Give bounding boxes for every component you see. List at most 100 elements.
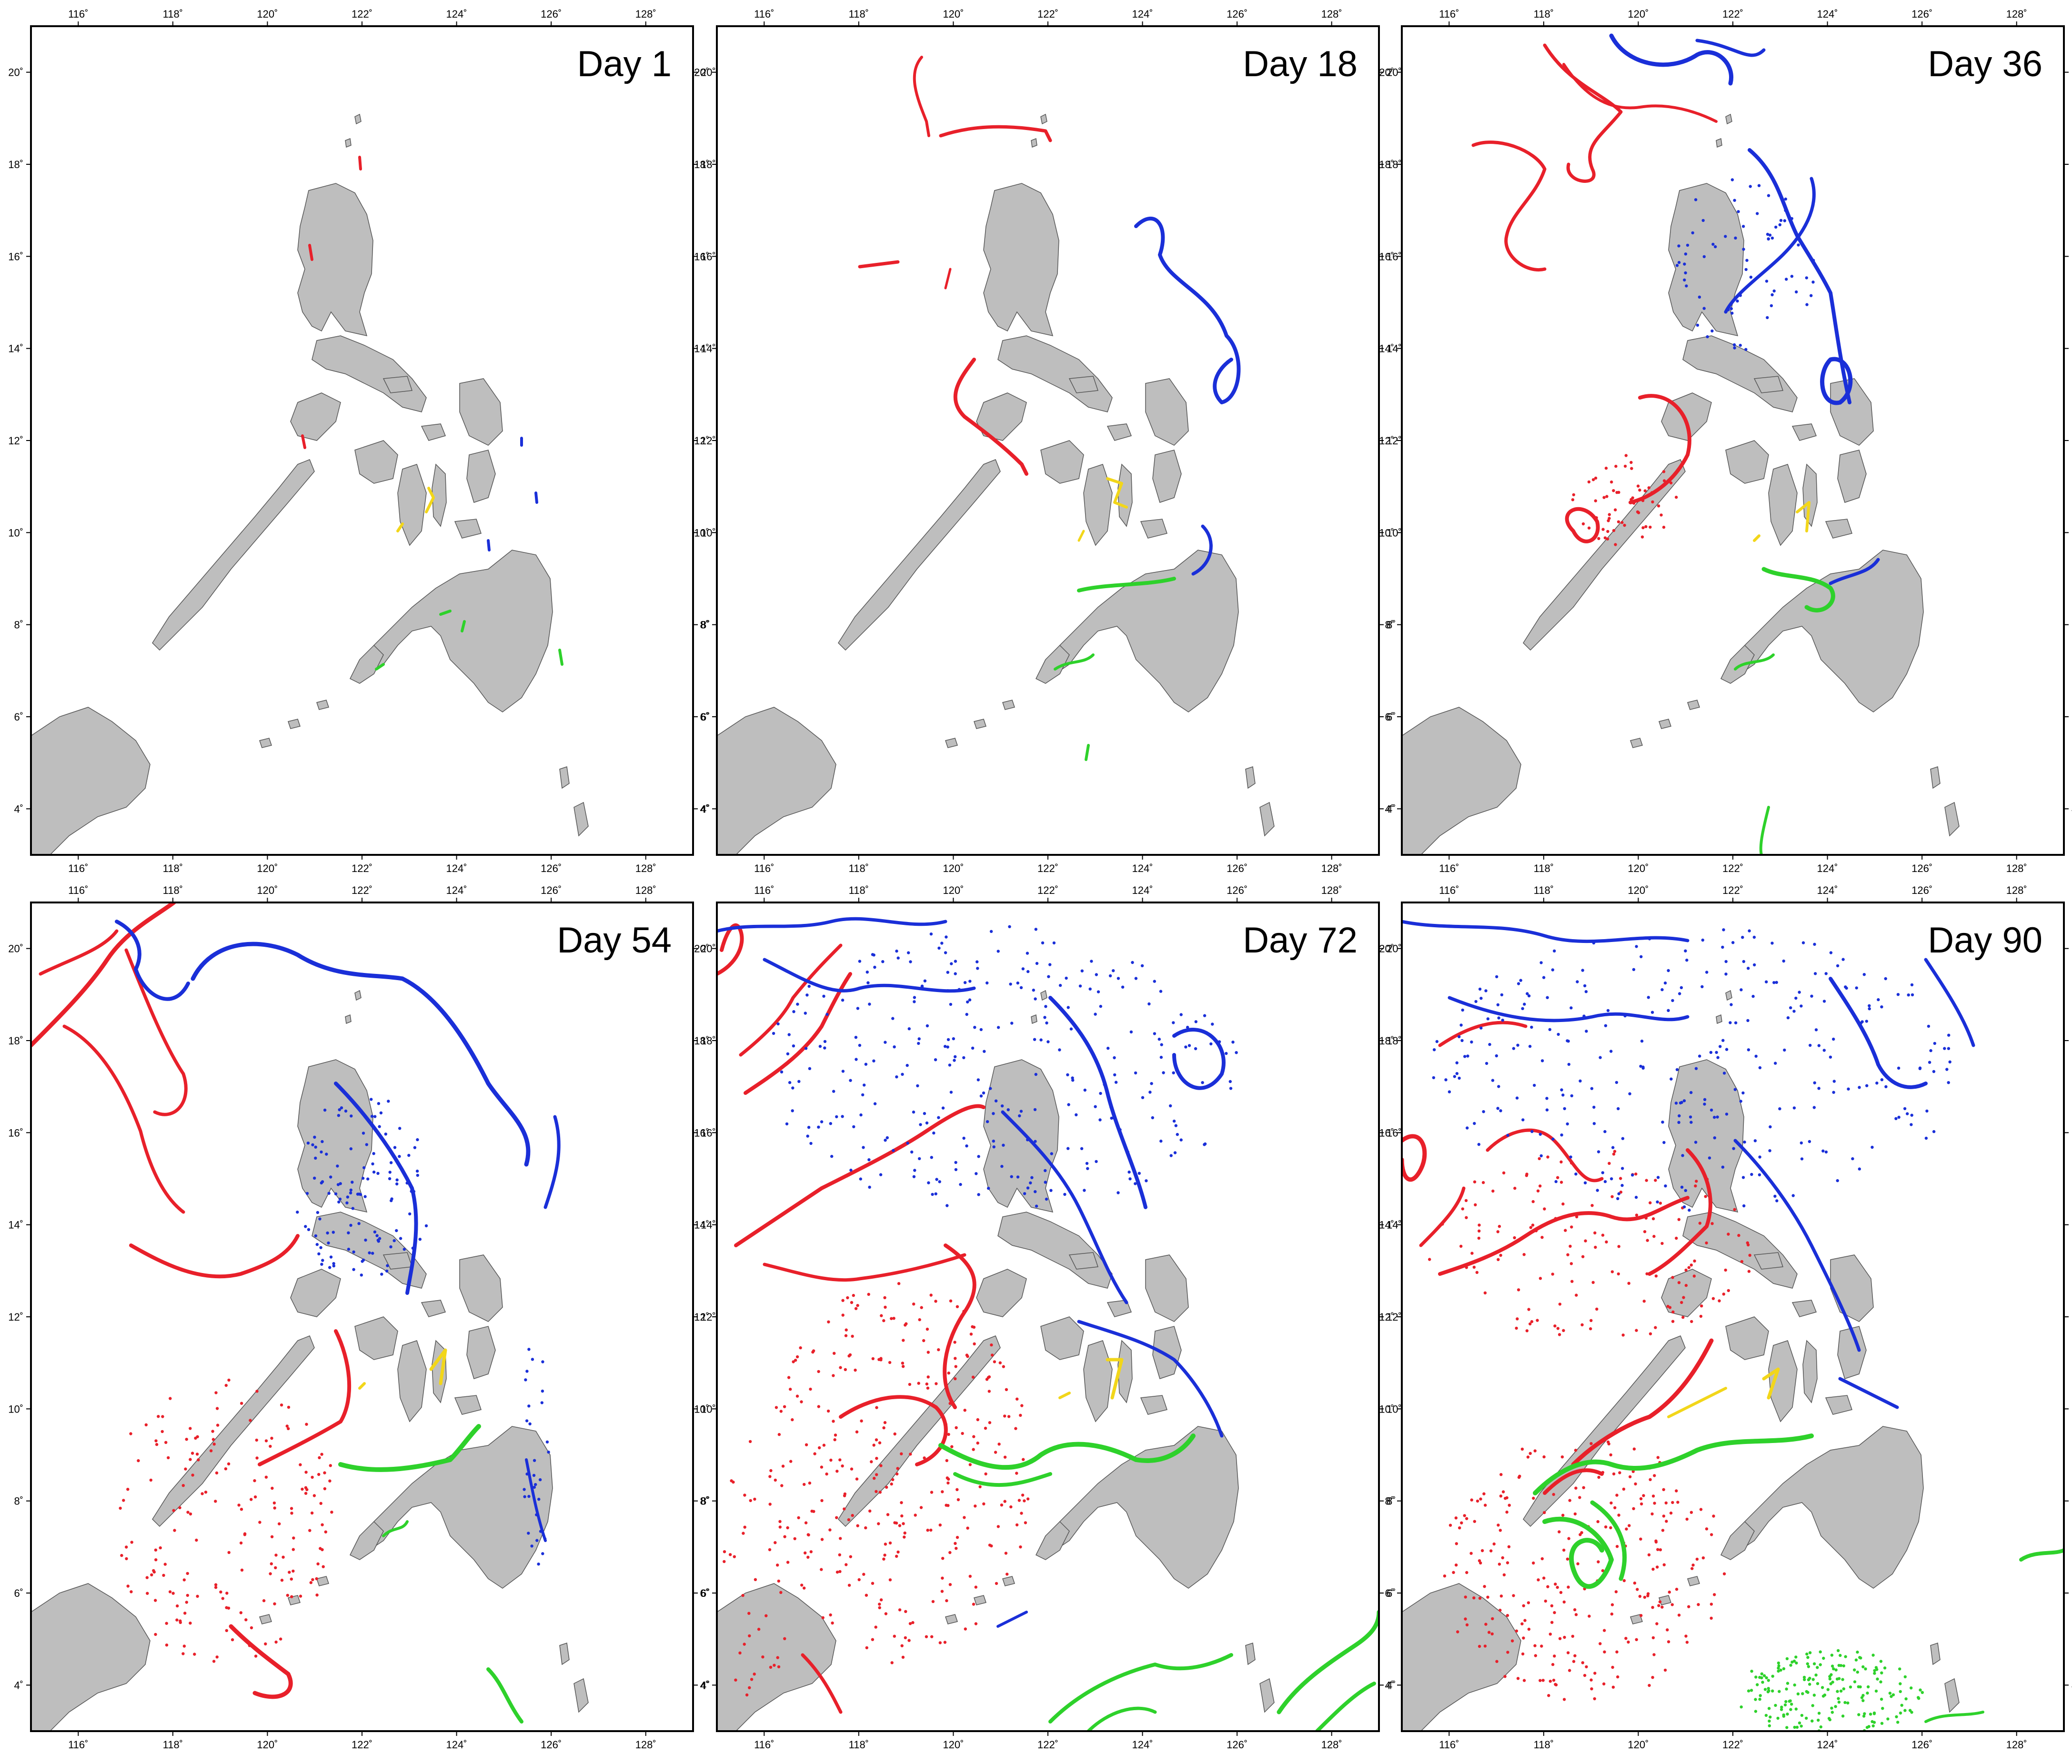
blue-track (1191, 524, 1213, 576)
x-tick-label: 122˚ (352, 862, 372, 874)
blue-track (1448, 996, 1690, 1022)
x-tick-label: 116˚ (754, 8, 774, 20)
y-tick-label: 4˚ (14, 1679, 23, 1691)
y-tick-label: 16˚ (8, 1127, 23, 1139)
y-tick-label: 6˚ (700, 1587, 709, 1599)
x-tick-label: 122˚ (352, 8, 372, 20)
x-tick-label: 118˚ (849, 8, 869, 20)
red-particle-cloud (1428, 1150, 1751, 1337)
y-tick-label: 6˚ (700, 711, 709, 723)
red-track (953, 358, 1028, 476)
y-tick-label: 12˚ (1379, 435, 1394, 447)
y-tick-label: 20˚ (694, 943, 709, 955)
blue-particle-cloud (1675, 178, 1815, 351)
y-tick-label: 8˚ (701, 1495, 710, 1507)
y-tick-label: 6˚ (1387, 1587, 1396, 1599)
x-tick-label: 116˚ (754, 862, 774, 874)
blue-track (1048, 996, 1147, 1209)
blue-track (1001, 1110, 1128, 1304)
y-tick-label: 8˚ (701, 619, 710, 631)
green-track (1734, 653, 1775, 671)
y-tick-label: 10˚ (1379, 1403, 1394, 1415)
blue-track (487, 539, 491, 551)
map-panel-day-54: 116˚ 116˚ 118˚ 118˚ 120˚ 120˚ 122˚ 122˚ 124˚ 124˚… (8, 884, 716, 1751)
y-tick-label: 6˚ (14, 711, 23, 723)
green-track (1085, 744, 1090, 761)
green-particle-cloud (1740, 1649, 1924, 1731)
blue-track (543, 1115, 561, 1209)
red-track (763, 1253, 966, 1282)
green-track (1924, 1711, 1984, 1723)
y-tick-label: 8˚ (1387, 1495, 1396, 1507)
x-tick-label: 128˚ (2006, 862, 2027, 874)
red-track (358, 156, 362, 170)
blue-track (334, 1082, 418, 1295)
blue-track (1134, 216, 1241, 404)
y-tick-label: 14˚ (8, 1219, 23, 1231)
red-track (229, 1624, 293, 1699)
x-tick-label: 120˚ (943, 8, 964, 20)
red-track (258, 1329, 352, 1466)
yellow-track (1058, 1392, 1071, 1399)
red-track (858, 260, 900, 269)
x-tick-label: 118˚ (163, 8, 183, 20)
y-tick-label: 4˚ (1385, 1679, 1394, 1691)
green-track (1054, 653, 1095, 671)
map-panel-day-1: 116˚ 116˚ 118˚ 118˚ 120˚ 120˚ 122˚ 122˚ 124˚ 124˚… (8, 8, 716, 874)
x-tick-label: 126˚ (1227, 884, 1247, 896)
x-tick-label: 118˚ (1534, 1739, 1554, 1751)
x-tick-label: 124˚ (446, 1739, 467, 1751)
x-tick-label: 116˚ (68, 862, 88, 874)
y-tick-label: 20˚ (1379, 943, 1394, 955)
green-track (1761, 567, 1835, 612)
blue-track (717, 917, 947, 933)
y-tick-label: 12˚ (694, 1311, 709, 1323)
x-tick-label: 116˚ (68, 884, 88, 896)
yellow-track (1106, 1358, 1124, 1400)
y-tick-label: 14˚ (1379, 343, 1394, 355)
x-tick-label: 116˚ (754, 884, 774, 896)
red-track (717, 923, 744, 976)
x-tick-label: 120˚ (257, 862, 278, 874)
x-tick-label: 116˚ (1439, 862, 1459, 874)
x-tick-label: 116˚ (1439, 1739, 1459, 1751)
green-track (1533, 1433, 1814, 1495)
map-background (1402, 26, 2064, 855)
blue-particle-cloud (296, 1098, 428, 1277)
y-tick-label: 8˚ (1385, 1495, 1394, 1507)
red-track (944, 268, 952, 290)
x-tick-label: 124˚ (1817, 884, 1838, 896)
y-tick-label: 8˚ (700, 619, 709, 631)
y-tick-label: 12˚ (8, 435, 23, 447)
red-track (734, 1104, 986, 1247)
blue-track (1829, 558, 1880, 585)
y-tick-label: 6˚ (701, 1587, 710, 1599)
x-tick-label: 128˚ (635, 8, 656, 20)
red-track (739, 943, 843, 1057)
x-tick-label: 118˚ (1534, 862, 1554, 874)
x-tick-label: 122˚ (1722, 8, 1743, 20)
yellow-track (1106, 477, 1128, 509)
x-tick-label: 128˚ (635, 884, 656, 896)
x-tick-label: 126˚ (1911, 1739, 1932, 1751)
red-track (301, 434, 306, 449)
map-content (1402, 920, 2064, 1731)
x-tick-label: 124˚ (1132, 862, 1153, 874)
x-tick-label: 122˚ (1722, 862, 1743, 874)
blue-particle-cloud (523, 1348, 550, 1566)
y-tick-label: 4˚ (700, 1679, 709, 1691)
yellow-track (1667, 1387, 1727, 1418)
x-tick-label: 122˚ (1037, 1739, 1058, 1751)
x-tick-label: 118˚ (849, 884, 869, 896)
blue-track (1733, 1139, 1861, 1352)
green-track (486, 1667, 523, 1724)
x-tick-label: 118˚ (1534, 8, 1554, 20)
yellow-track (429, 1348, 447, 1385)
y-tick-label: 16˚ (1379, 251, 1394, 262)
x-tick-label: 122˚ (1037, 862, 1058, 874)
yellow-track (1753, 534, 1760, 542)
y-tick-label: 10˚ (8, 1403, 23, 1415)
red-track (1471, 140, 1547, 271)
y-tick-label: 16˚ (694, 251, 709, 262)
blue-track (1609, 33, 1733, 86)
